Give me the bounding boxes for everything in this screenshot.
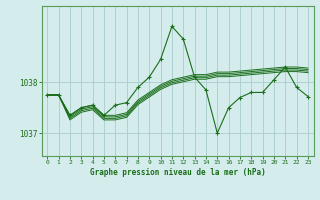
X-axis label: Graphe pression niveau de la mer (hPa): Graphe pression niveau de la mer (hPa)	[90, 168, 266, 177]
